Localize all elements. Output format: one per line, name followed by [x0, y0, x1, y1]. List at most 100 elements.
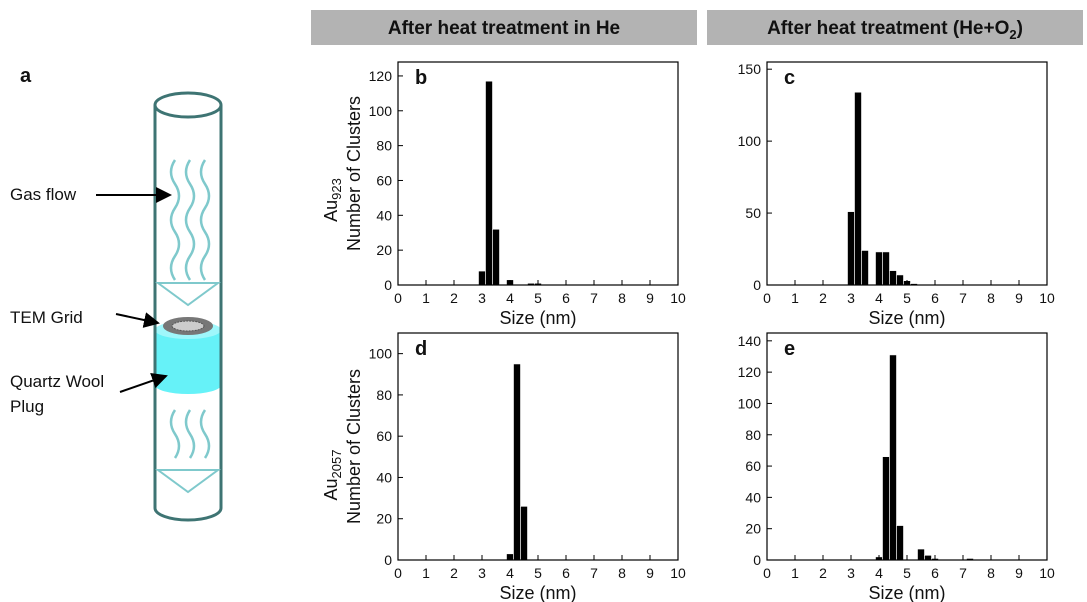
y-tick-label: 40: [376, 469, 392, 485]
x-axis-label: Size (nm): [499, 583, 576, 602]
x-tick-label: 7: [959, 290, 967, 306]
x-tick-label: 5: [903, 565, 911, 581]
y-tick-label: 100: [738, 133, 762, 149]
x-tick-label: 0: [394, 565, 402, 581]
x-tick-label: 9: [1015, 290, 1023, 306]
row-label-sub: 2057: [329, 450, 344, 479]
diagram-label: Gas flow: [10, 185, 77, 204]
x-tick-label: 6: [931, 565, 939, 581]
bar: [896, 274, 904, 286]
y-tick-label: 80: [376, 138, 392, 154]
x-tick-label: 7: [590, 290, 598, 306]
y-tick-label: 140: [738, 333, 762, 349]
header-box: [311, 10, 697, 45]
x-tick-label: 10: [670, 290, 686, 306]
bar: [882, 456, 890, 561]
panel-label: e: [784, 338, 795, 360]
x-tick-label: 5: [534, 290, 542, 306]
diagram-label: Plug: [10, 397, 44, 416]
y-tick-label: 120: [738, 364, 762, 380]
gas-waves: [154, 159, 222, 494]
x-tick-label: 8: [987, 290, 995, 306]
x-tick-label: 3: [478, 290, 486, 306]
bar: [896, 525, 904, 561]
bar: [861, 250, 869, 286]
bar: [492, 228, 500, 286]
y-tick-label: 60: [745, 458, 761, 474]
header-tail: ): [1017, 18, 1023, 39]
y-tick-label: 60: [376, 428, 392, 444]
tube-bottom: [153, 507, 223, 522]
panel-label: c: [784, 67, 795, 89]
header-text: After heat treatment (He+O: [767, 18, 1009, 39]
x-tick-label: 1: [791, 290, 799, 306]
bar: [847, 211, 855, 286]
y-tick-label: 80: [376, 387, 392, 403]
x-tick-label: 4: [875, 565, 883, 581]
y-tick-label: 20: [745, 521, 761, 537]
row-label: Au923: [321, 178, 344, 222]
bar: [882, 251, 890, 286]
y-tick-label: 120: [369, 68, 393, 84]
x-tick-label: 1: [422, 290, 430, 306]
y-tick-label: 60: [376, 172, 392, 188]
x-tick-label: 2: [450, 565, 458, 581]
x-tick-label: 7: [590, 565, 598, 581]
x-tick-label: 4: [506, 290, 514, 306]
plot-frame: [766, 61, 1048, 286]
x-tick-label: 8: [618, 290, 626, 306]
header-title: After heat treatment (He+O2): [767, 18, 1023, 42]
x-tick-label: 4: [875, 290, 883, 306]
y-tick-label: 0: [753, 552, 761, 568]
x-tick-label: 9: [646, 565, 654, 581]
x-tick-label: 4: [506, 565, 514, 581]
reactor-diagram: a Gas flow TEM Grid Quartz Wool Plug: [10, 65, 223, 522]
y-axis-label: Number of Clusters: [344, 369, 364, 524]
x-tick-label: 10: [1039, 290, 1055, 306]
bar: [520, 506, 528, 561]
y-tick-label: 0: [384, 552, 392, 568]
row-label-text: Au: [321, 478, 341, 500]
y-tick-label: 50: [745, 205, 761, 221]
x-tick-label: 6: [562, 290, 570, 306]
x-tick-label: 3: [847, 290, 855, 306]
bar: [889, 354, 897, 561]
plot-frame: [397, 332, 679, 561]
arrow: [119, 373, 168, 393]
bar: [485, 80, 493, 286]
x-tick-label: 0: [763, 565, 771, 581]
x-tick-label: 1: [791, 565, 799, 581]
x-tick-label: 6: [931, 290, 939, 306]
tube-top: [153, 91, 223, 119]
y-tick-label: 20: [376, 511, 392, 527]
y-tick-label: 100: [369, 103, 393, 119]
bar: [924, 555, 932, 561]
x-tick-label: 5: [903, 290, 911, 306]
x-tick-label: 9: [646, 290, 654, 306]
header-box: [707, 10, 1083, 45]
x-tick-label: 3: [847, 565, 855, 581]
header-title: After heat treatment in He: [388, 18, 620, 39]
row-label: Au2057: [321, 450, 344, 501]
diagram-label: Quartz Wool: [10, 372, 104, 391]
panel-label: d: [415, 338, 427, 360]
x-tick-label: 7: [959, 565, 967, 581]
bar: [889, 270, 897, 286]
y-tick-label: 0: [753, 277, 761, 293]
quartz-wool-bottom: [155, 376, 221, 394]
y-tick-label: 40: [745, 489, 761, 505]
tem-grid-mesh: [171, 320, 205, 332]
bar: [854, 91, 862, 286]
x-axis-label: Size (nm): [868, 583, 945, 602]
x-tick-label: 6: [562, 565, 570, 581]
y-tick-label: 150: [738, 61, 762, 77]
x-tick-label: 9: [1015, 565, 1023, 581]
panel-label: a: [20, 65, 32, 87]
y-axis-label: Number of Clusters: [344, 96, 364, 251]
y-tick-label: 100: [738, 395, 762, 411]
x-tick-label: 0: [394, 290, 402, 306]
arrow: [115, 312, 160, 328]
diagram-label: TEM Grid: [10, 308, 83, 327]
bar: [513, 363, 521, 561]
x-tick-label: 10: [670, 565, 686, 581]
